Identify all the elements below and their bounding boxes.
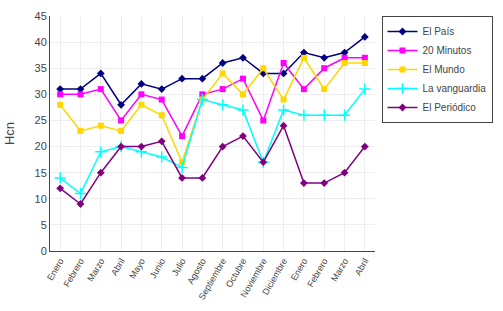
svg-text:25: 25	[35, 114, 47, 126]
svg-text:Noviembre: Noviembre	[238, 257, 268, 300]
svg-text:0: 0	[41, 245, 47, 257]
svg-text:Junio: Junio	[148, 257, 167, 281]
svg-text:10: 10	[35, 193, 47, 205]
svg-text:20: 20	[35, 140, 47, 152]
svg-text:35: 35	[35, 62, 47, 74]
svg-text:15: 15	[35, 167, 47, 179]
svg-text:El Periódico: El Periódico	[423, 102, 477, 113]
svg-text:Enero: Enero	[45, 257, 66, 283]
svg-text:Febrero: Febrero	[305, 257, 329, 289]
svg-text:40: 40	[35, 36, 47, 48]
svg-text:5: 5	[41, 219, 47, 231]
svg-text:Febrero: Febrero	[62, 257, 86, 289]
svg-text:Marzo: Marzo	[329, 257, 350, 284]
svg-text:Agosto: Agosto	[185, 257, 208, 286]
svg-text:Abril: Abril	[353, 257, 371, 278]
svg-text:Mayo: Mayo	[127, 257, 147, 281]
svg-text:El Mundo: El Mundo	[423, 64, 466, 75]
svg-text:Septiembre: Septiembre	[197, 257, 229, 302]
svg-text:20 Minutos: 20 Minutos	[423, 45, 472, 56]
svg-text:La vanguardia: La vanguardia	[423, 83, 487, 94]
svg-text:Hcn: Hcn	[2, 122, 17, 145]
svg-text:Abril: Abril	[109, 257, 127, 278]
svg-text:Marzo: Marzo	[85, 257, 106, 284]
svg-text:Julio: Julio	[170, 257, 188, 278]
svg-text:30: 30	[35, 88, 47, 100]
svg-text:Octubre: Octubre	[224, 257, 249, 290]
svg-text:45: 45	[35, 10, 47, 22]
svg-text:El País: El País	[423, 26, 455, 37]
svg-text:Diciembre: Diciembre	[260, 257, 289, 297]
svg-text:Enero: Enero	[289, 257, 310, 283]
